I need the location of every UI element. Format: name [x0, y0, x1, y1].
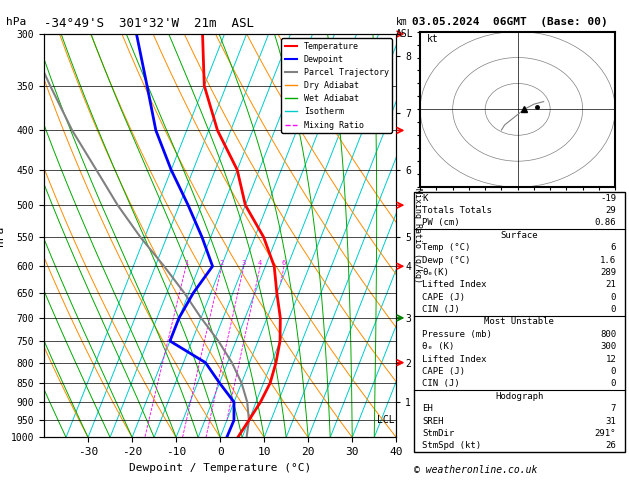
Text: PW (cm): PW (cm) [422, 218, 460, 227]
Text: 29: 29 [606, 206, 616, 215]
Text: K: K [422, 193, 428, 203]
Text: Lifted Index: Lifted Index [422, 355, 487, 364]
Text: Hodograph: Hodograph [495, 392, 543, 401]
Text: 300: 300 [600, 342, 616, 351]
Text: LCL: LCL [377, 415, 395, 425]
Text: 0: 0 [611, 305, 616, 314]
Text: 4: 4 [258, 260, 262, 266]
Text: Temp (°C): Temp (°C) [422, 243, 470, 252]
Text: 31: 31 [606, 417, 616, 426]
Text: Surface: Surface [501, 231, 538, 240]
Text: 800: 800 [600, 330, 616, 339]
Text: 26: 26 [606, 441, 616, 451]
Text: 6: 6 [611, 243, 616, 252]
Text: kt: kt [426, 34, 438, 44]
Text: Pressure (mb): Pressure (mb) [422, 330, 492, 339]
Text: θₑ(K): θₑ(K) [422, 268, 449, 277]
Text: -34°49'S  301°32'W  21m  ASL: -34°49'S 301°32'W 21m ASL [44, 17, 254, 30]
X-axis label: Dewpoint / Temperature (°C): Dewpoint / Temperature (°C) [129, 463, 311, 473]
Text: 6: 6 [282, 260, 286, 266]
Text: StmDir: StmDir [422, 429, 455, 438]
Legend: Temperature, Dewpoint, Parcel Trajectory, Dry Adiabat, Wet Adiabat, Isotherm, Mi: Temperature, Dewpoint, Parcel Trajectory… [281, 38, 392, 133]
Y-axis label: hPa: hPa [0, 226, 5, 246]
Text: hPa: hPa [6, 17, 26, 27]
Text: StmSpd (kt): StmSpd (kt) [422, 441, 481, 451]
Text: 3: 3 [242, 260, 246, 266]
Text: 2: 2 [220, 260, 224, 266]
Text: Lifted Index: Lifted Index [422, 280, 487, 289]
Text: © weatheronline.co.uk: © weatheronline.co.uk [414, 465, 537, 475]
Text: Dewp (°C): Dewp (°C) [422, 256, 470, 264]
Text: EH: EH [422, 404, 433, 413]
Text: 0: 0 [611, 293, 616, 302]
Text: 0: 0 [611, 367, 616, 376]
Text: 21: 21 [606, 280, 616, 289]
Text: 0.86: 0.86 [594, 218, 616, 227]
Text: 0: 0 [611, 380, 616, 388]
Text: 289: 289 [600, 268, 616, 277]
Text: 7: 7 [611, 404, 616, 413]
Text: 1.6: 1.6 [600, 256, 616, 264]
Text: CAPE (J): CAPE (J) [422, 293, 465, 302]
Text: -19: -19 [600, 193, 616, 203]
Text: Totals Totals: Totals Totals [422, 206, 492, 215]
Text: 03.05.2024  06GMT  (Base: 00): 03.05.2024 06GMT (Base: 00) [412, 17, 608, 27]
Y-axis label: Mixing Ratio (g/kg): Mixing Ratio (g/kg) [413, 188, 422, 283]
Text: SREH: SREH [422, 417, 444, 426]
Text: CIN (J): CIN (J) [422, 380, 460, 388]
Text: 1: 1 [184, 260, 188, 266]
Text: 291°: 291° [594, 429, 616, 438]
Text: Most Unstable: Most Unstable [484, 317, 554, 327]
Text: km
ASL: km ASL [396, 17, 414, 38]
Text: θₑ (K): θₑ (K) [422, 342, 455, 351]
Text: CIN (J): CIN (J) [422, 305, 460, 314]
Text: 12: 12 [606, 355, 616, 364]
Text: CAPE (J): CAPE (J) [422, 367, 465, 376]
